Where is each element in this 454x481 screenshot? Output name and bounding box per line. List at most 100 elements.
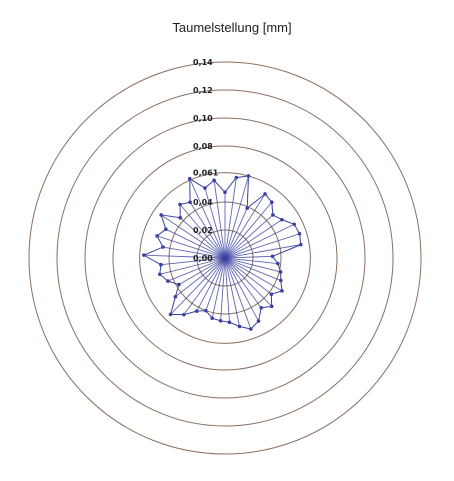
data-point [212,178,216,183]
data-point [203,186,207,190]
series-spoke [224,257,283,292]
series-spoke [220,257,226,321]
tick-label: 0,08 [193,142,213,151]
data-point [158,272,162,277]
data-point [259,306,264,310]
series-spoke [143,254,226,259]
series-spoke [224,257,252,330]
data-point [218,319,223,323]
series-spoke [179,204,226,259]
series-spoke [224,255,273,259]
series-spoke [224,244,301,259]
data-point [299,242,303,247]
radial-ring [56,89,394,427]
data-point [159,262,163,267]
data-point [269,292,274,297]
tick-label: 0,061 [193,169,219,178]
data-point [237,324,242,329]
data-point [204,308,208,313]
series-spoke [224,257,281,281]
data-point [271,213,275,217]
series-spoke [224,193,266,259]
tick-label: 0,10 [193,114,213,123]
series-spoke [183,257,226,315]
data-point [223,190,227,194]
data-point [142,253,146,257]
radial-ring [112,145,338,371]
data-point [234,175,239,180]
data-point [270,254,275,259]
radial-ring [139,172,311,344]
series-spoke [175,257,226,298]
tick-label: 0,04 [193,198,213,207]
series-spoke [162,246,226,259]
series-spoke [160,214,226,259]
series-spoke [224,223,295,259]
data-point [256,319,261,323]
data-point [177,282,181,287]
data-point [164,227,168,231]
data-point [280,289,284,293]
series-spoke [224,214,274,259]
series-spoke [224,207,248,259]
data-point [227,320,232,325]
series-outline [142,175,302,330]
data-point [279,278,283,283]
series-spoke [213,180,226,259]
series-spoke [224,257,273,307]
data-point [297,231,302,236]
series-spoke [224,233,300,259]
series-spoke [170,257,226,315]
data-point [246,174,251,178]
data-point [194,309,199,313]
tick-label: 0,02 [193,226,213,235]
tick-label: 0,00 [193,254,213,263]
series-spoke [156,235,226,259]
data-point [155,234,159,238]
data-point [178,202,182,207]
radial-ring [84,117,366,399]
series-spoke [224,257,259,322]
data-point [245,206,250,210]
data-point [292,222,297,227]
series-spoke [178,257,226,285]
series-spoke [211,257,226,319]
series-spoke [167,257,226,282]
data-point [269,304,274,309]
data-point [173,294,178,299]
series-spoke [179,217,226,259]
data-point [161,245,165,249]
series-spoke [165,228,226,259]
tick-label: 0,12 [193,86,213,95]
series-spoke [196,257,226,312]
tick-label: 0,14 [193,58,213,67]
series-spoke [224,257,272,295]
data-point [276,261,280,266]
data-point [210,316,214,321]
data-point [278,270,283,274]
data-point [178,215,183,220]
series-spoke [224,201,273,259]
series-spoke [159,257,226,275]
data-point [168,312,173,317]
data-point [263,192,267,196]
series-spoke [224,257,281,273]
data-point [182,312,186,317]
series-spoke [205,257,226,311]
series-spoke [224,257,230,323]
series-spoke [160,257,226,266]
data-point [159,213,163,217]
series-spoke [224,257,278,265]
data-point [249,327,253,331]
series-spoke [224,175,249,259]
data-point [280,217,284,222]
series-spoke [204,187,226,259]
chart-title: Taumelstellung [mm] [152,18,312,38]
series-spoke [189,178,226,259]
series-spoke [224,257,240,327]
series-spoke [189,201,226,259]
data-point [188,200,192,204]
series-spoke [224,257,262,309]
